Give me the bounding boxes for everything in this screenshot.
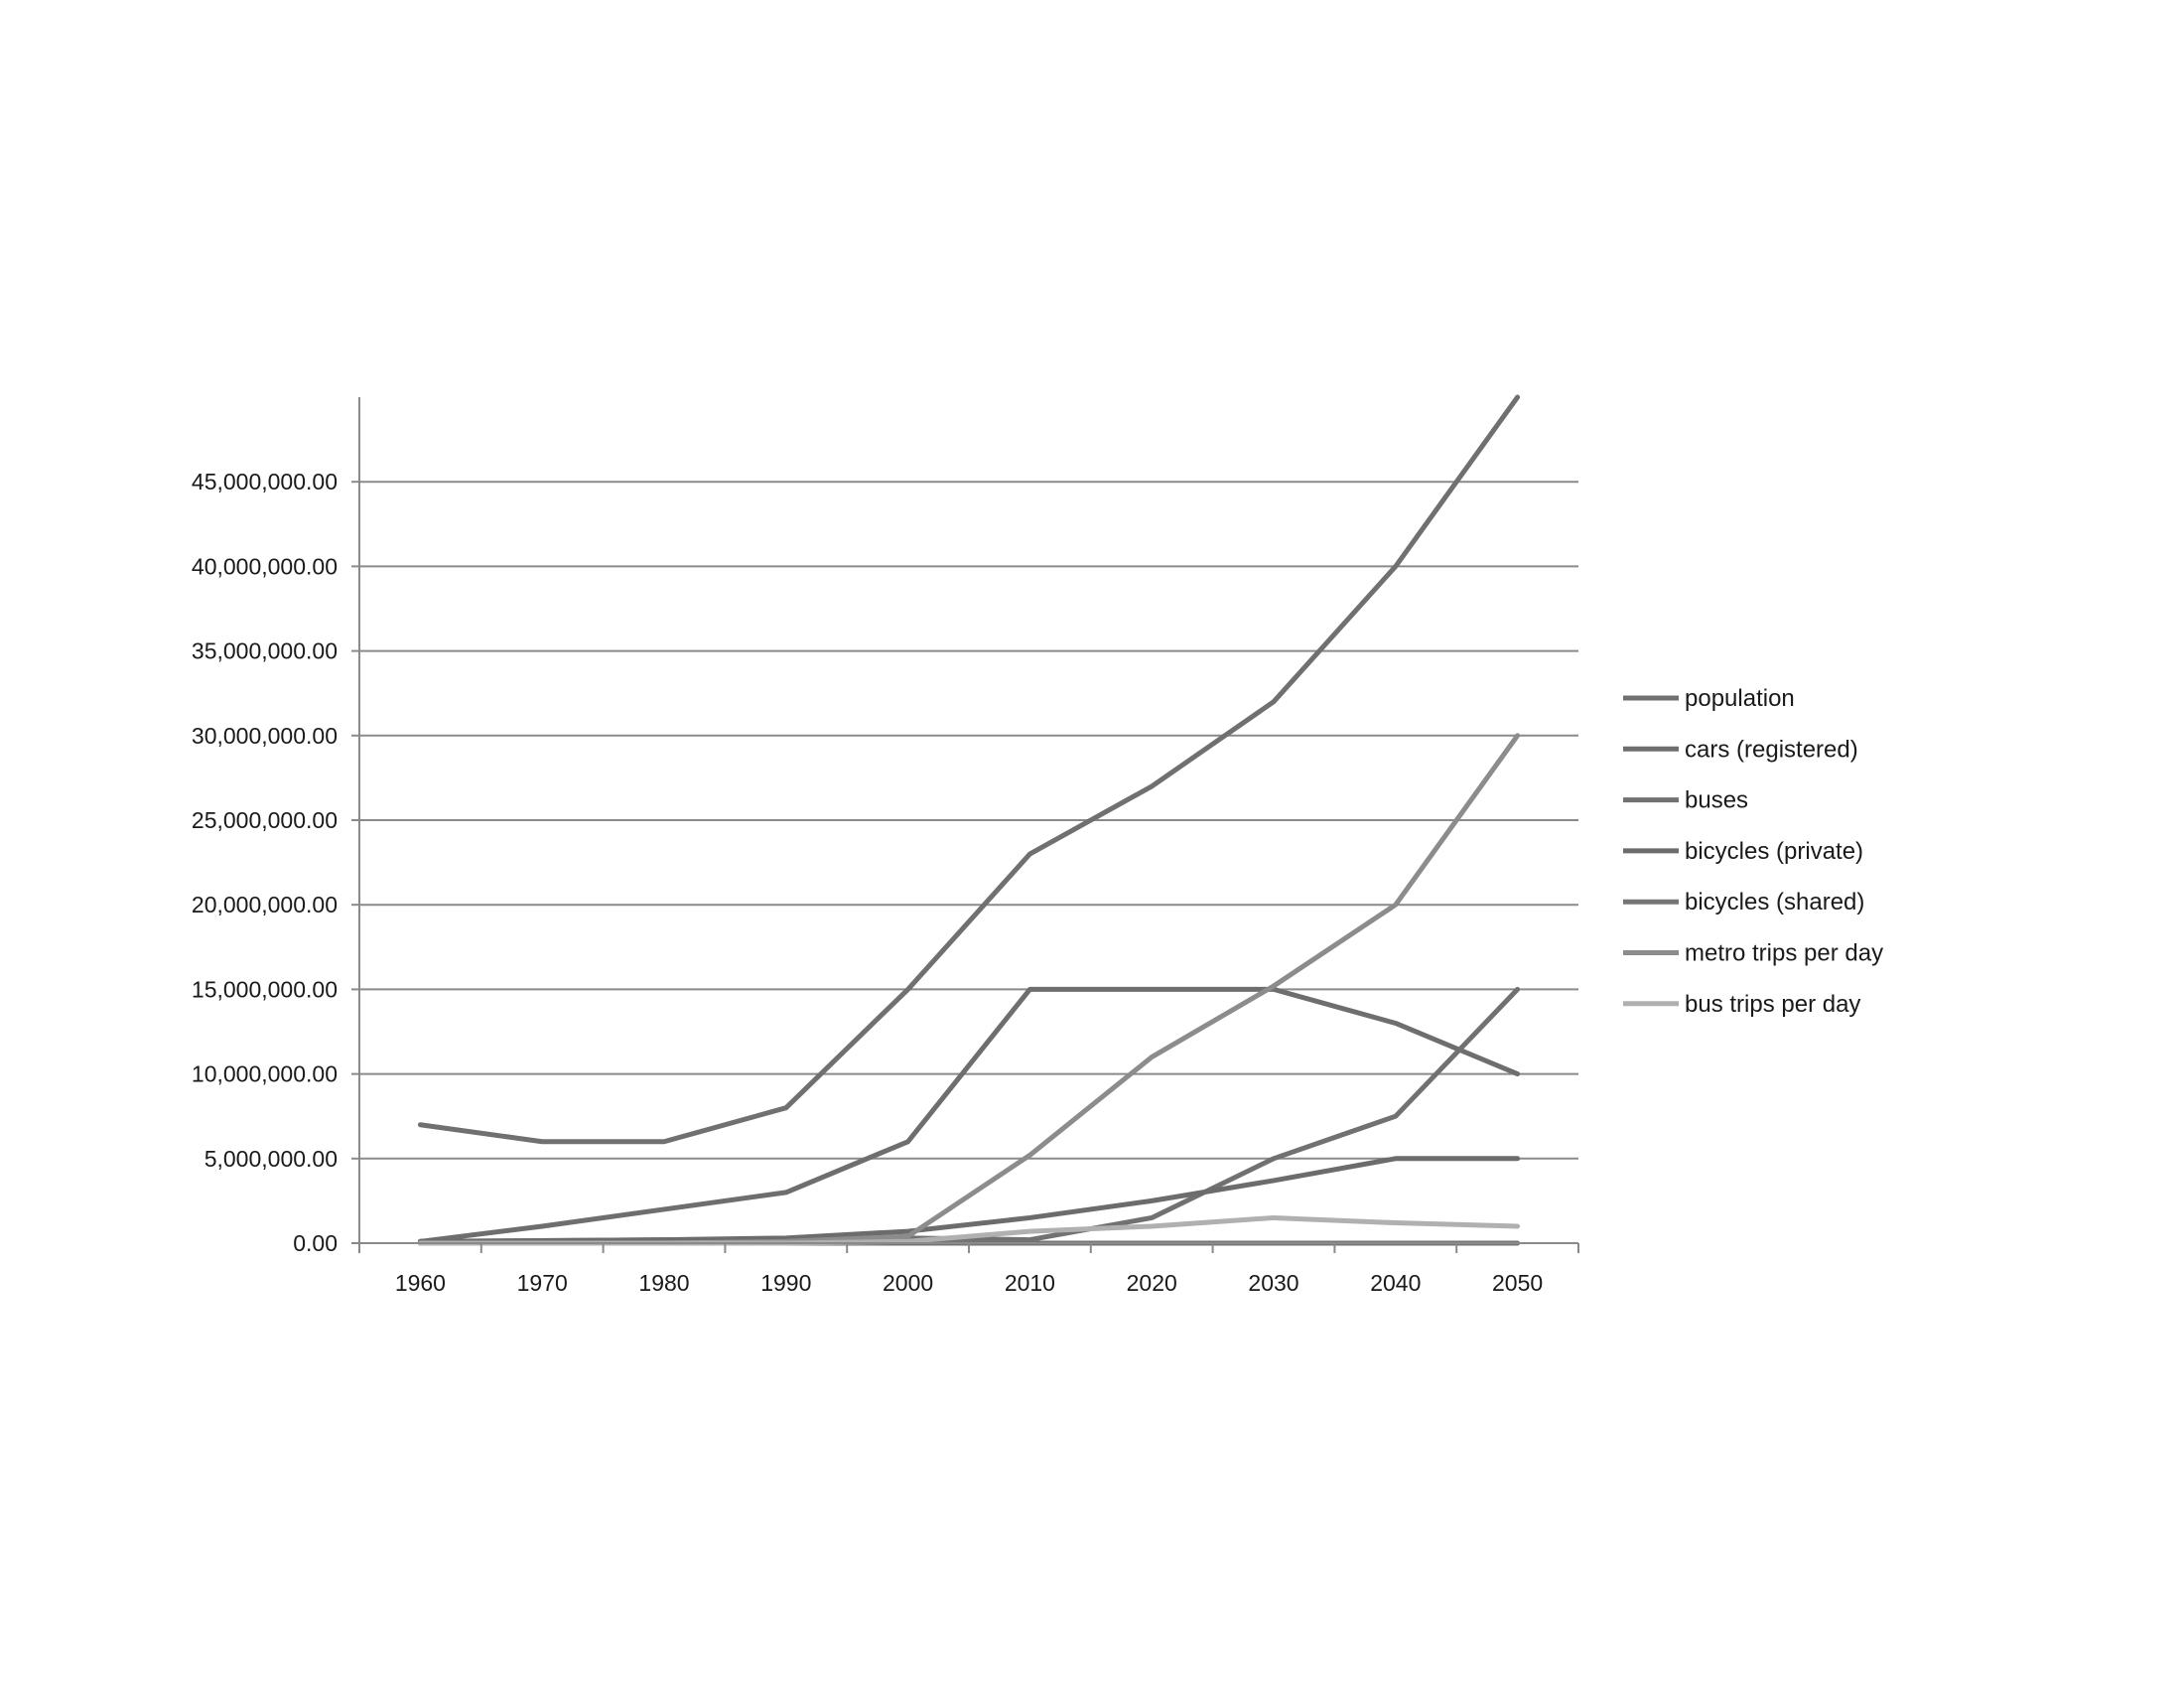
series-line-population — [417, 394, 1521, 1145]
x-tick-label: 2050 — [1492, 1270, 1543, 1296]
x-tick-label: 2000 — [883, 1270, 933, 1296]
y-tick-label: 5,000,000.00 — [205, 1146, 338, 1172]
legend-label: bicycles (private) — [1685, 838, 1863, 865]
y-tick-label: 45,000,000.00 — [192, 469, 338, 494]
legend: population cars (registered) buses bicycles… — [1623, 685, 1883, 1018]
y-tick-label: 10,000,000.00 — [192, 1061, 338, 1087]
legend-label: cars (registered) — [1685, 736, 1858, 763]
legend-label: buses — [1685, 787, 1748, 814]
legend-label: metro trips per day — [1685, 940, 1883, 967]
x-tick-label: 2020 — [1127, 1270, 1177, 1296]
legend-label: population — [1685, 685, 1795, 712]
x-tick-label: 1970 — [517, 1270, 568, 1296]
legend-label: bus trips per day — [1685, 991, 1860, 1018]
y-tick-label: 20,000,000.00 — [192, 892, 338, 917]
y-tick-label: 0.00 — [293, 1230, 338, 1256]
y-tick-label: 15,000,000.00 — [192, 976, 338, 1002]
gridlines — [359, 481, 1578, 1160]
series-line-cars-registered — [417, 986, 1521, 1244]
y-tick-label: 25,000,000.00 — [192, 807, 338, 833]
series-line-buses — [417, 986, 1521, 1244]
x-tick-label: 1990 — [760, 1270, 811, 1296]
x-axis-tick-labels: 1960 1970 1980 1990 2000 2010 2020 2030 2040 2050 — [395, 1270, 1543, 1296]
y-tick-label: 40,000,000.00 — [192, 553, 338, 579]
axes — [351, 397, 1579, 1253]
x-tick-label: 1980 — [638, 1270, 689, 1296]
x-tick-label: 2010 — [1005, 1270, 1055, 1296]
x-tick-label: 1960 — [395, 1270, 446, 1296]
series-line-bicycles-private — [417, 1156, 1521, 1244]
x-tick-label: 2040 — [1370, 1270, 1421, 1296]
legend-label: bicycles (shared) — [1685, 889, 1864, 915]
x-tick-label: 2030 — [1248, 1270, 1298, 1296]
y-axis-tick-labels: 0.00 5,000,000.00 10,000,000.00 15,000,000.… — [192, 469, 338, 1256]
y-tick-label: 30,000,000.00 — [192, 723, 338, 749]
y-tick-label: 35,000,000.00 — [192, 638, 338, 664]
